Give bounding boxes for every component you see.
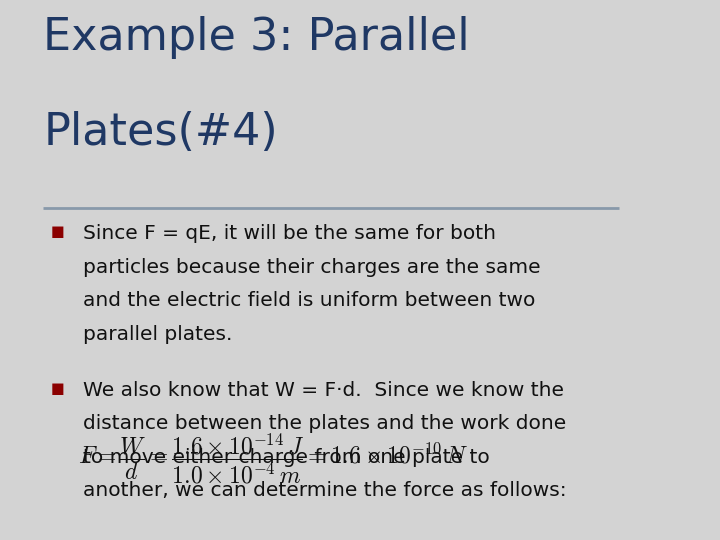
Text: to move either charge from one plate to: to move either charge from one plate to: [83, 448, 490, 467]
Text: another, we can determine the force as follows:: another, we can determine the force as f…: [83, 481, 567, 500]
Text: $F = \dfrac{W}{d} = \dfrac{1.6\times10^{-14}\,J}{1.0\times10^{-4}\,m} = 1.6\time: $F = \dfrac{W}{d} = \dfrac{1.6\times10^{…: [78, 431, 469, 486]
Text: distance between the plates and the work done: distance between the plates and the work…: [83, 414, 566, 433]
Text: ■: ■: [50, 224, 64, 239]
Text: particles because their charges are the same: particles because their charges are the …: [83, 258, 541, 276]
Text: and the electric field is uniform between two: and the electric field is uniform betwee…: [83, 291, 535, 310]
Text: Example 3: Parallel: Example 3: Parallel: [43, 16, 470, 59]
Text: parallel plates.: parallel plates.: [83, 325, 232, 343]
Text: ■: ■: [50, 381, 64, 396]
Text: Since F = qE, it will be the same for both: Since F = qE, it will be the same for bo…: [83, 224, 496, 243]
Text: Plates(#4): Plates(#4): [43, 111, 278, 154]
Text: We also know that W = F·d.  Since we know the: We also know that W = F·d. Since we know…: [83, 381, 564, 400]
